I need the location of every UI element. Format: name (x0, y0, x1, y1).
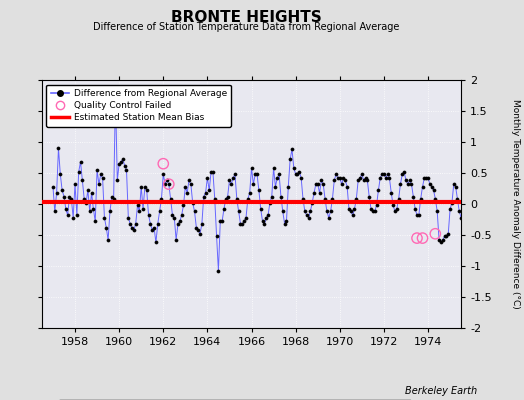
Point (413, 235, 421, 241)
Text: BRONTE HEIGHTS: BRONTE HEIGHTS (171, 10, 322, 25)
Point (165, 181, 173, 187)
Point (418, 235, 427, 241)
Point (431, 230, 440, 237)
Text: Difference of Station Temperature Data from Regional Average: Difference of Station Temperature Data f… (93, 22, 399, 32)
Y-axis label: Monthly Temperature Anomaly Difference (°C): Monthly Temperature Anomaly Difference (… (511, 99, 520, 309)
Text: Berkeley Earth: Berkeley Earth (405, 386, 477, 396)
Point (159, 160, 168, 167)
